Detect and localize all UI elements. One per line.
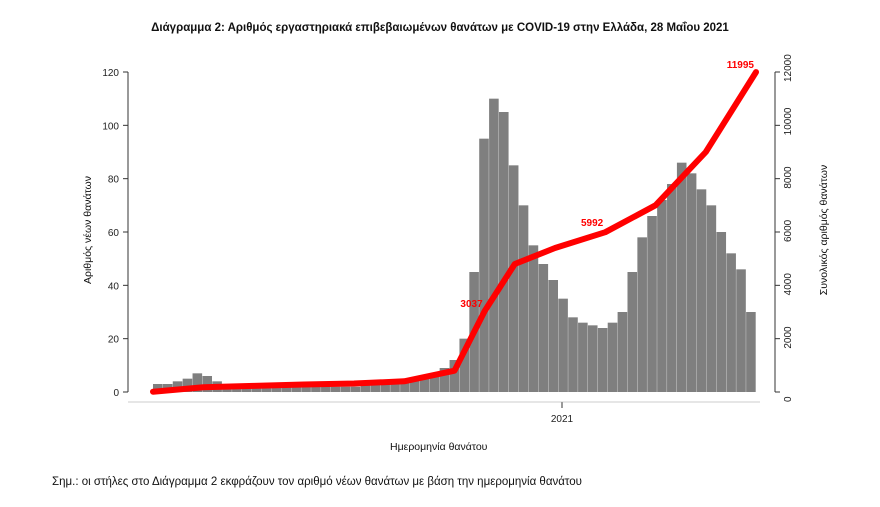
bar <box>696 189 707 392</box>
bar <box>676 162 687 392</box>
y-tick-label-right: 12000 <box>783 54 794 82</box>
bar <box>746 312 756 392</box>
bar <box>350 386 361 392</box>
bar <box>251 386 262 392</box>
bar <box>340 386 351 392</box>
bar <box>182 378 193 392</box>
bar <box>528 245 539 392</box>
y-axis-label-left: Αριθμός νέων θανάτων <box>82 176 94 284</box>
bar <box>390 384 400 392</box>
annotation-label: 5992 <box>581 218 604 229</box>
bar <box>489 98 499 393</box>
bar <box>370 384 381 392</box>
bar <box>568 317 578 392</box>
bar <box>686 173 697 392</box>
y-tick-label-left: 0 <box>113 388 119 399</box>
bar <box>459 338 470 392</box>
y-tick-label-left: 20 <box>108 335 120 346</box>
bar <box>597 328 608 392</box>
chart-title: Διάγραμμα 2: Αριθμός εργαστηριακά επιβεβ… <box>151 22 729 34</box>
footnote: Σημ.: οι στήλες στο Διάγραμμα 2 εκφράζου… <box>52 476 582 488</box>
y-tick-label-right: 0 <box>783 396 794 402</box>
bar <box>311 386 321 392</box>
bar <box>587 325 598 392</box>
bar <box>518 205 529 392</box>
bar <box>380 384 390 392</box>
y-tick-label-right: 6000 <box>783 219 794 242</box>
bar <box>330 386 341 392</box>
bar <box>667 184 677 392</box>
bar <box>716 232 727 392</box>
bar <box>360 384 371 392</box>
bar <box>281 386 292 392</box>
bar <box>410 378 420 392</box>
bar <box>192 373 203 392</box>
bar <box>498 112 509 392</box>
bar <box>261 386 272 392</box>
bar <box>607 322 618 392</box>
y-tick-label-left: 80 <box>108 175 120 186</box>
y-tick-label-left: 40 <box>108 281 120 292</box>
bar <box>429 373 440 392</box>
bar <box>538 264 549 392</box>
y-axis-label-right: Συνολικός αριθμός θανάτων <box>818 164 830 296</box>
bar <box>647 216 657 392</box>
y-tick-label-right: 2000 <box>783 326 794 349</box>
bar <box>706 205 717 392</box>
bar <box>400 381 410 392</box>
bar <box>153 384 163 392</box>
bar <box>301 386 311 392</box>
bar <box>479 138 489 392</box>
bar <box>449 360 460 392</box>
x-tick-label: 2021 <box>551 414 574 425</box>
y-tick-label-left: 100 <box>102 121 119 132</box>
y-tick-label-left: 120 <box>102 68 119 79</box>
y-tick-label-right: 10000 <box>783 107 794 135</box>
cumulative-line <box>150 69 759 395</box>
x-axis-label: Ημερομηνία θανάτου <box>390 441 488 453</box>
y-tick-label-right: 4000 <box>783 273 794 296</box>
bar <box>657 200 667 392</box>
bar <box>508 165 519 392</box>
bar <box>321 386 331 392</box>
bar <box>558 298 568 392</box>
bar <box>241 386 252 392</box>
bar <box>617 312 628 392</box>
bar <box>291 386 301 392</box>
bar <box>627 272 638 392</box>
annotation-label: 11995 <box>727 60 755 71</box>
y-tick-label-right: 8000 <box>783 166 794 189</box>
annotation-label: 3037 <box>460 299 483 310</box>
bar <box>419 376 430 392</box>
bar <box>439 368 450 392</box>
bar <box>548 280 558 392</box>
bar <box>202 376 213 392</box>
bar <box>637 237 647 392</box>
bar <box>726 253 736 392</box>
bar <box>736 269 746 392</box>
y-tick-label-left: 60 <box>108 228 120 239</box>
bar <box>578 322 588 392</box>
